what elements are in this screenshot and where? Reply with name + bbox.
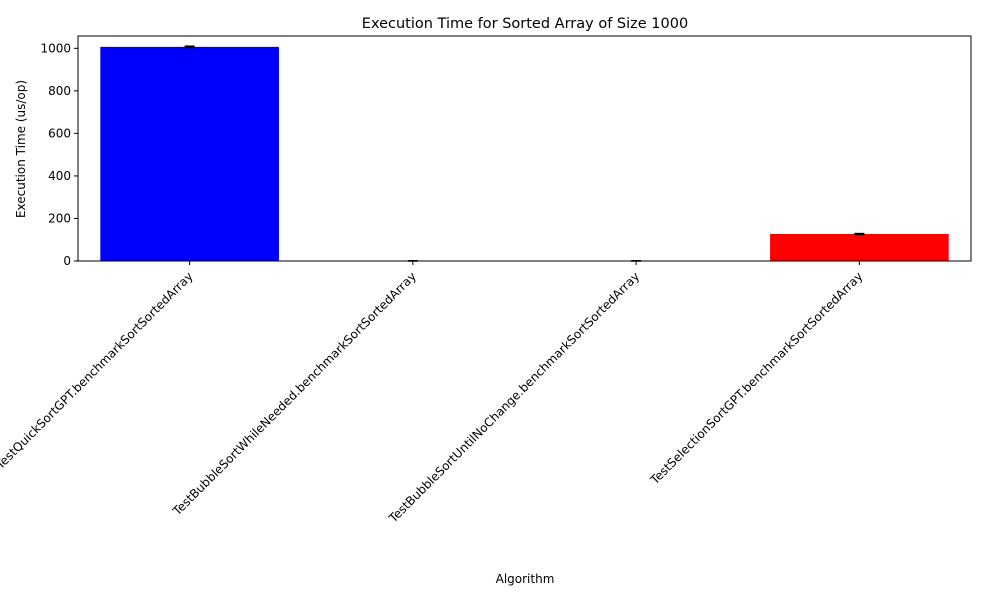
y-tick-label: 800 [48, 84, 71, 98]
y-tick-label: 0 [63, 254, 71, 268]
x-tick-label: TestSelectionSortGPT.benchmarkSortSorted… [647, 269, 866, 488]
chart-title: Execution Time for Sorted Array of Size … [362, 16, 688, 32]
y-axis-label: Execution Time (us/op) [14, 80, 28, 218]
error-bars-layer [184, 45, 865, 262]
bar [100, 46, 279, 262]
bars-layer [100, 46, 949, 262]
y-axis: 0 200 400 600 800 1000 [40, 41, 78, 268]
y-tick-label: 1000 [40, 41, 71, 55]
x-axis: TestQuickSortGPT.benchmarkSortSortedArra… [0, 261, 865, 526]
bar [770, 233, 949, 261]
y-tick-label: 400 [48, 169, 71, 183]
x-tick-label: TestQuickSortGPT.benchmarkSortSortedArra… [0, 269, 196, 472]
y-tick-label: 600 [48, 126, 71, 140]
x-tick-label: TestBubbleSortWhileNeeded.benchmarkSortS… [169, 269, 419, 519]
x-tick-label: TestBubbleSortUntilNoChange.benchmarkSor… [385, 269, 642, 526]
plot-frame [77, 35, 972, 262]
x-axis-label: Algorithm [496, 572, 555, 586]
y-tick-label: 200 [48, 211, 71, 225]
